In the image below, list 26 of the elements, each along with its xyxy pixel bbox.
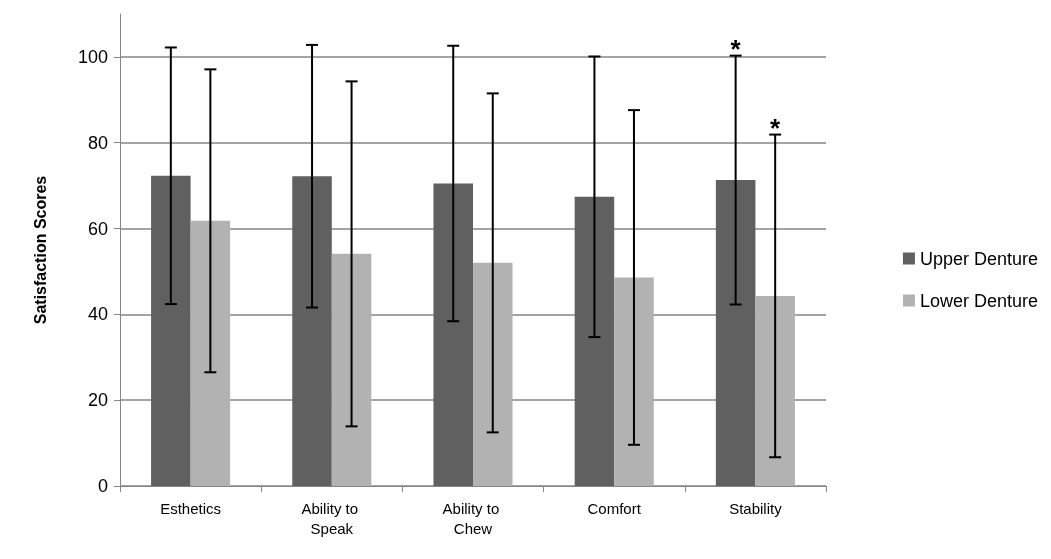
y-tick-label: 100 — [77, 46, 108, 67]
legend-label: Upper Denture — [919, 248, 1039, 269]
x-tick-label: Ability to Chew — [442, 499, 504, 537]
bar — [292, 176, 332, 486]
bar — [331, 253, 372, 486]
annotation: * — [770, 112, 782, 143]
y-tick-label: 40 — [87, 304, 108, 325]
bar — [190, 220, 231, 486]
y-axis-title: Satisfaction Scores — [31, 175, 49, 325]
x-tick-label: Ability to Speak — [301, 499, 363, 537]
x-tick-label: Stability — [729, 499, 783, 517]
y-tick-label: 80 — [87, 132, 108, 153]
bar — [473, 262, 513, 486]
x-tick-label: Comfort — [587, 499, 642, 517]
bar — [715, 180, 756, 486]
annotation: * — [730, 33, 742, 64]
bar — [614, 277, 654, 486]
bar — [151, 175, 191, 486]
y-tick-label: 0 — [97, 476, 108, 496]
y-tick-label: 20 — [87, 390, 108, 411]
x-tick-label: Esthetics — [160, 499, 222, 517]
bar — [574, 196, 615, 486]
y-tick-label: 60 — [87, 218, 108, 239]
legend-label: Lower Denture — [919, 290, 1039, 311]
bar — [433, 183, 473, 486]
bar — [755, 295, 795, 486]
